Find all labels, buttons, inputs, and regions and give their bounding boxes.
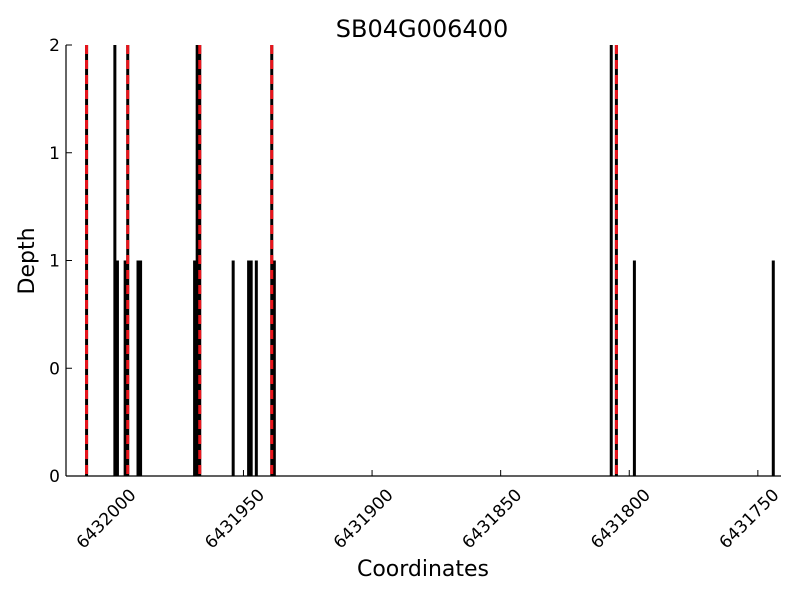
x-ticks: 6432000 6431950 6431900 6431850 6431800 64317… [73, 470, 784, 553]
x-tick-label-2: 6431900 [330, 485, 398, 553]
bar-18 [632, 260, 636, 476]
bar-13 [254, 260, 258, 476]
bar-5 [136, 260, 140, 476]
y-tick-label-1: 0 [49, 359, 60, 379]
x-axis-label: Coordinates [357, 557, 489, 582]
bar-10 [231, 260, 235, 476]
axes [65, 45, 781, 477]
bar-15 [272, 260, 276, 476]
bar-16 [609, 45, 613, 476]
bar-group [85, 45, 775, 476]
y-tick-label-2: 1 [49, 252, 60, 272]
x-tick-label-0: 6432000 [73, 485, 141, 553]
bar-1 [113, 45, 117, 476]
x-tick-label-3: 6431850 [459, 485, 527, 553]
y-ticks: 0 0 1 1 2 [49, 36, 72, 487]
y-tick-label-3: 1 [49, 144, 60, 164]
x-tick-label-5: 6431750 [716, 485, 784, 553]
bar-2 [115, 260, 119, 476]
marker-group [85, 45, 618, 476]
chart-title: SB04G006400 [336, 15, 508, 43]
y-tick-label-0: 0 [49, 467, 60, 487]
bar-11 [247, 260, 251, 476]
bar-3 [123, 260, 127, 476]
bar-7 [193, 260, 197, 476]
x-tick-label-1: 6431950 [201, 485, 269, 553]
y-axis-label: Depth [15, 227, 40, 294]
y-tick-label-4: 2 [49, 36, 60, 56]
bar-12 [249, 260, 253, 476]
bar-6 [139, 260, 143, 476]
bar-19 [771, 260, 775, 476]
x-tick-label-4: 6431800 [587, 485, 655, 553]
bar-8 [195, 45, 199, 476]
